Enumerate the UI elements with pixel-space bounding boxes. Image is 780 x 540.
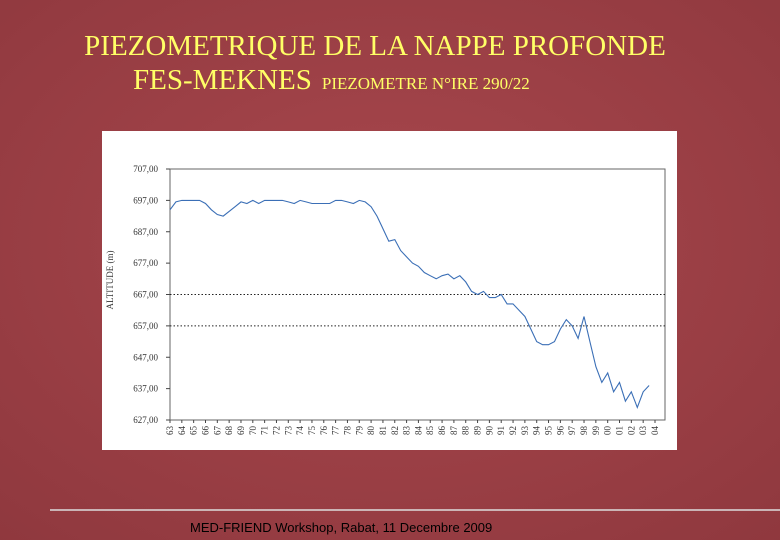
x-tick-label: 92 xyxy=(508,426,518,435)
x-tick-label: 77 xyxy=(331,426,341,436)
x-tick-label: 73 xyxy=(283,426,293,436)
title-line1: PIEZOMETRIQUE DE LA NAPPE PROFONDE xyxy=(84,30,666,62)
x-tick-label: 94 xyxy=(532,426,542,436)
x-tick-label: 72 xyxy=(271,426,281,435)
x-tick-label: 68 xyxy=(224,426,234,436)
x-tick-label: 63 xyxy=(165,426,175,436)
x-tick-label: 84 xyxy=(413,426,423,436)
x-tick-label: 79 xyxy=(354,426,364,436)
data-line xyxy=(169,199,650,409)
y-tick-label: 697,00 xyxy=(133,195,158,205)
x-tick-label: 96 xyxy=(555,426,565,436)
x-tick-label: 04 xyxy=(650,426,660,436)
subtitle: PIEZOMETRE N°IRE 290/22 xyxy=(322,74,530,93)
title-line2: FES-MEKNES PIEZOMETRE N°IRE 290/22 xyxy=(133,64,530,96)
chart: 627,00 637,00 647,00 657,00 667,00 677,00 687,… xyxy=(105,164,666,436)
x-tick-label: 66 xyxy=(200,426,210,436)
x-tick-label: 80 xyxy=(366,426,376,436)
x-tick-label: 97 xyxy=(567,426,577,436)
y-tick-label: 677,00 xyxy=(133,258,158,268)
y-tick-label: 657,00 xyxy=(133,321,158,331)
x-tick-label: 74 xyxy=(295,426,305,436)
x-tick-label: 87 xyxy=(449,426,459,436)
y-tick-label: 707,00 xyxy=(133,164,158,174)
y-tick-label: 667,00 xyxy=(133,290,158,300)
x-tick-label: 03 xyxy=(638,426,648,436)
y-tick-label: 647,00 xyxy=(133,352,158,362)
x-tick-label: 93 xyxy=(520,426,530,436)
x-tick-label: 86 xyxy=(437,426,447,436)
y-tick-label: 627,00 xyxy=(133,415,158,425)
title-line2-main: FES-MEKNES xyxy=(133,64,312,96)
x-tick-label: 95 xyxy=(544,426,554,436)
footer: MED-FRIEND Workshop, Rabat, 11 Decembre … xyxy=(190,520,492,535)
x-tick-label: 64 xyxy=(177,426,187,436)
x-tick-label: 70 xyxy=(248,426,258,436)
x-tick-label: 98 xyxy=(579,426,589,436)
x-tick-label: 00 xyxy=(603,426,613,436)
x-tick-label: 76 xyxy=(319,426,329,436)
y-tick-label: 637,00 xyxy=(133,384,158,394)
x-tick-label: 01 xyxy=(615,426,625,435)
x-tick-label: 69 xyxy=(236,426,246,436)
x-tick-label: 91 xyxy=(496,426,506,435)
x-tick-label: 85 xyxy=(425,426,435,436)
x-tick-label: 78 xyxy=(342,426,352,436)
y-axis-label: ALTITUDE (m) xyxy=(105,251,115,310)
x-tick-label: 82 xyxy=(390,426,400,435)
x-tick-label: 65 xyxy=(189,426,199,436)
x-tick-label: 90 xyxy=(484,426,494,436)
x-tick-label: 75 xyxy=(307,426,317,436)
x-tick-label: 99 xyxy=(591,426,601,436)
chart-panel xyxy=(102,131,677,450)
x-tick-label: 71 xyxy=(260,426,270,435)
x-tick-label: 83 xyxy=(402,426,412,436)
x-tick-label: 67 xyxy=(212,426,222,436)
x-tick-label: 89 xyxy=(473,426,483,436)
y-tick-label: 687,00 xyxy=(133,227,158,237)
x-tick-label: 88 xyxy=(461,426,471,436)
x-tick-label: 81 xyxy=(378,426,388,435)
x-tick-label: 02 xyxy=(626,426,636,435)
